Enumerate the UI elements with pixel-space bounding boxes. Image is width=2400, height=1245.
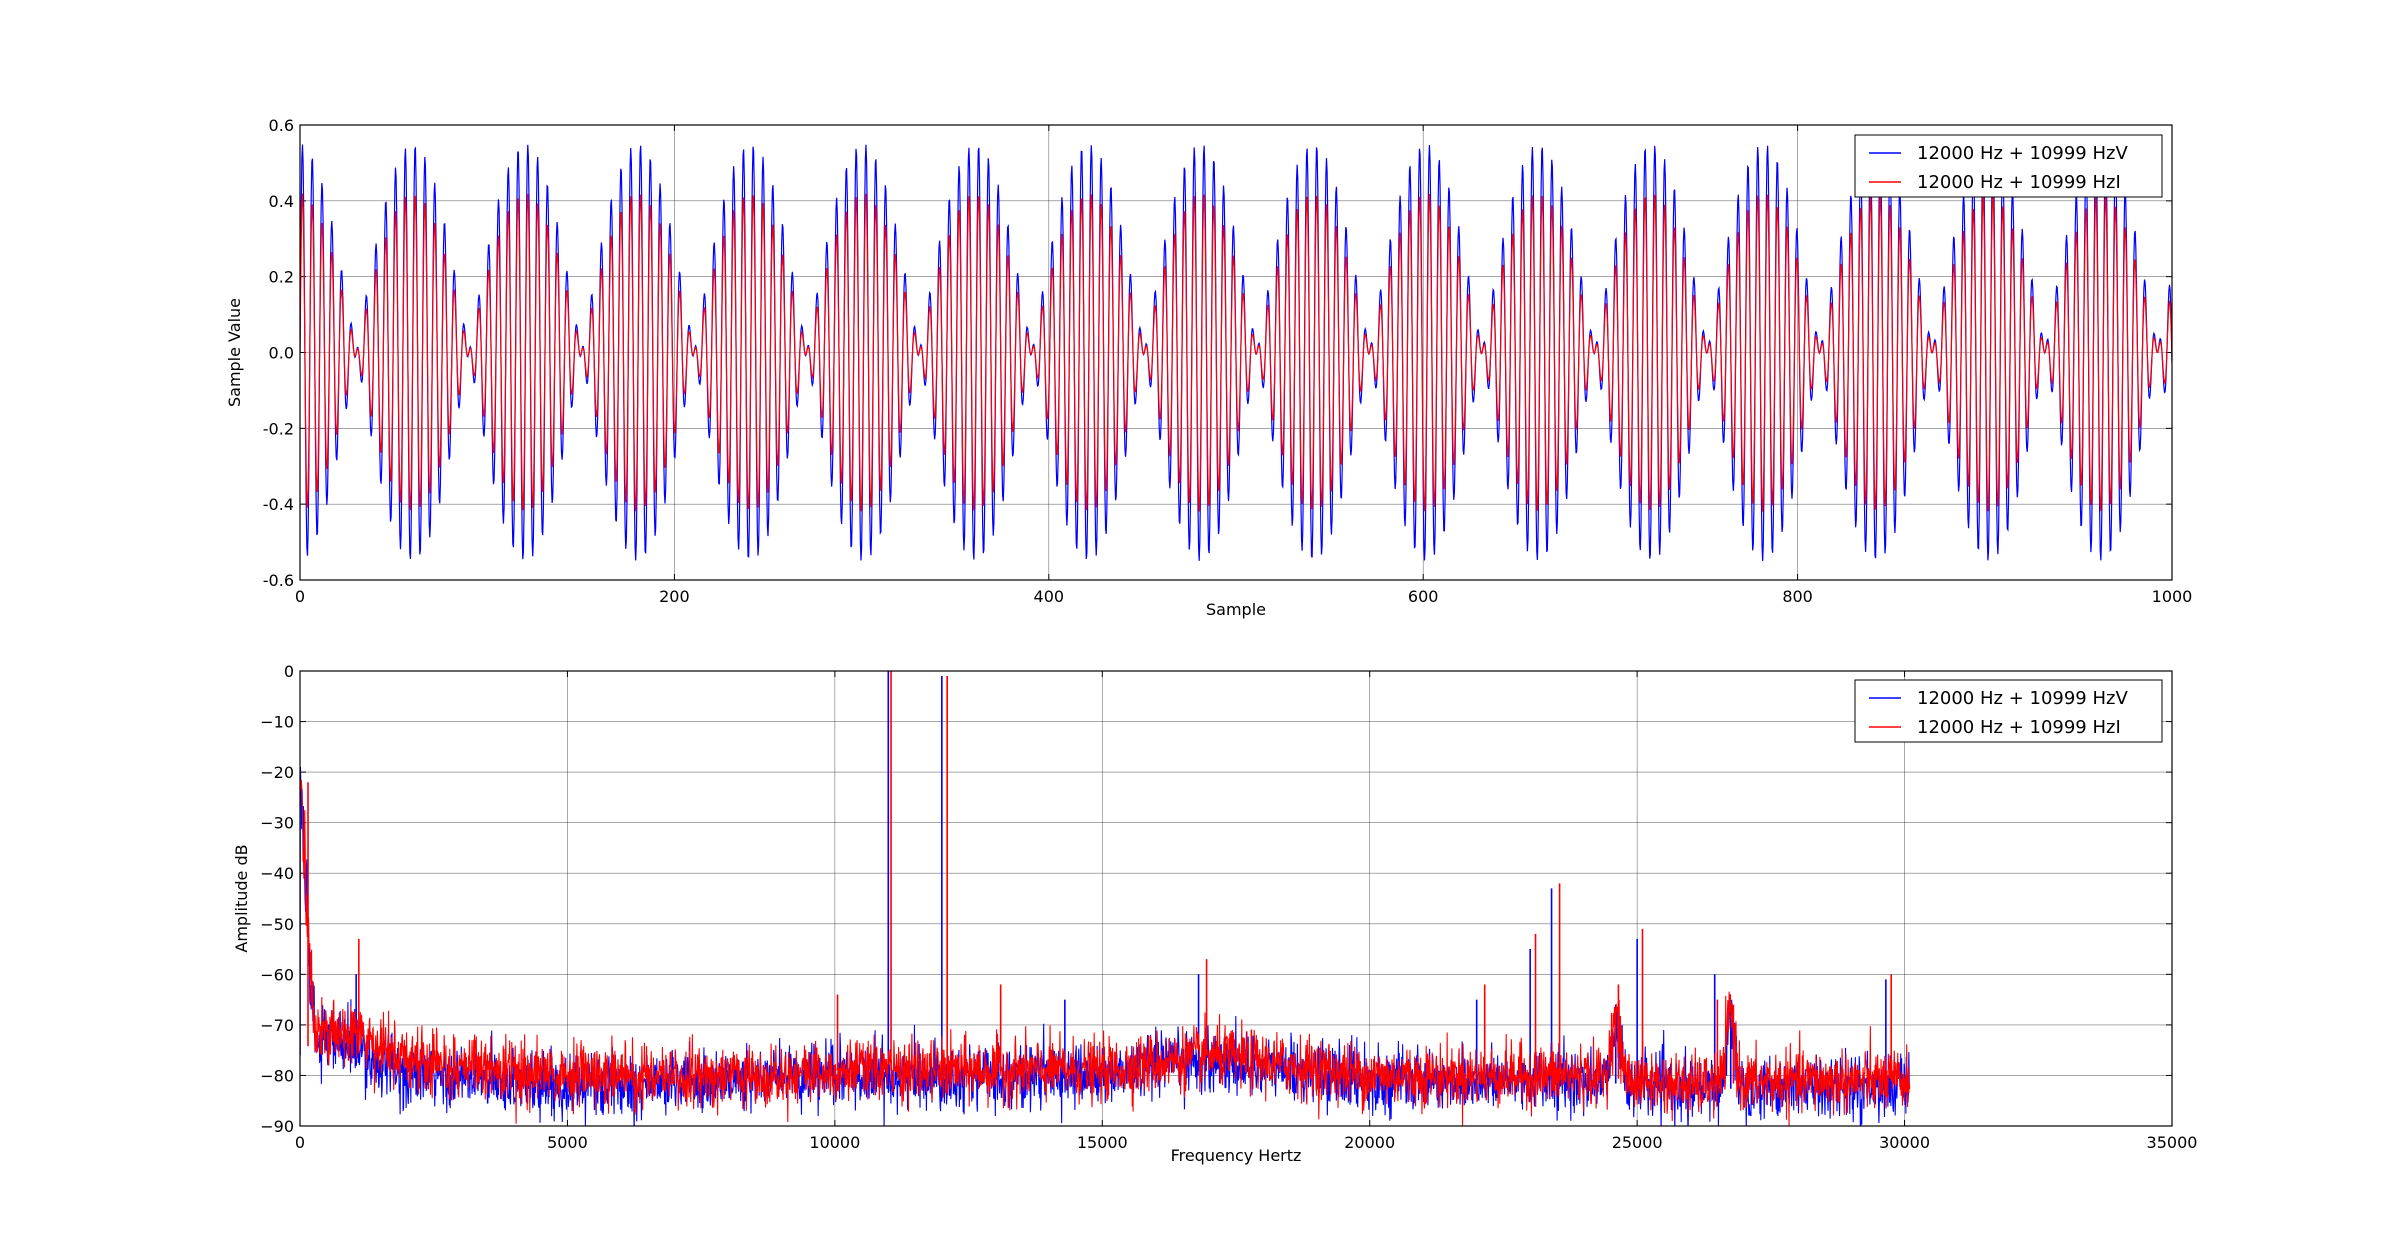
y-tick-label: 0.4 bbox=[269, 192, 294, 211]
legend-label: 12000 Hz + 10999 HzI bbox=[1917, 172, 2121, 193]
spectrum-chart: 0 5000 10000 15000 20000 25000 30000 35000 −90 −8… bbox=[232, 662, 2197, 1165]
y-tick-label: 0.6 bbox=[269, 116, 294, 135]
plot-frame bbox=[299, 670, 2173, 1127]
x-tick-label: 400 bbox=[1034, 587, 1065, 606]
x-tick-label: 35000 bbox=[2147, 1133, 2198, 1152]
x-tick-label: 20000 bbox=[1344, 1133, 1395, 1152]
y-tick-label: 0 bbox=[284, 662, 294, 681]
y-tick-label: −40 bbox=[260, 864, 294, 883]
legend: 12000 Hz + 10999 HzV 12000 Hz + 10999 HzI bbox=[1854, 134, 2163, 198]
y-tick-label: 0.0 bbox=[269, 344, 294, 363]
x-tick-label: 0 bbox=[295, 587, 305, 606]
y-tick-label: −70 bbox=[260, 1016, 294, 1035]
y-axis-label: Sample Value bbox=[225, 298, 244, 407]
x-tick-label: 30000 bbox=[1879, 1133, 1930, 1152]
y-tick-label: -0.4 bbox=[263, 495, 294, 514]
x-tick-label: 600 bbox=[1408, 587, 1439, 606]
x-axis-label: Frequency Hertz bbox=[1171, 1146, 1302, 1165]
y-tick-label: -0.6 bbox=[263, 571, 294, 590]
x-tick-label: 5000 bbox=[547, 1133, 588, 1152]
legend-label: 12000 Hz + 10999 HzV bbox=[1917, 688, 2128, 709]
y-tick-label: −50 bbox=[260, 915, 294, 934]
x-tick-label: 0 bbox=[295, 1133, 305, 1152]
y-axis-label: Amplitude dB bbox=[232, 844, 251, 952]
y-tick-label: 0.2 bbox=[269, 268, 294, 287]
y-tick-label: −60 bbox=[260, 965, 294, 984]
legend-box bbox=[1854, 679, 2163, 743]
x-tick-label: 25000 bbox=[1612, 1133, 1663, 1152]
y-tick-label: −30 bbox=[260, 814, 294, 833]
x-tick-label: 1000 bbox=[2152, 587, 2193, 606]
time-domain-chart: 0 200 400 600 800 1000 -0.6 -0.4 -0.2 0.0 0.2 0.4 0.… bbox=[225, 116, 2192, 619]
x-tick-label: 15000 bbox=[1077, 1133, 1128, 1152]
x-axis-label: Sample bbox=[1206, 600, 1266, 619]
series-line bbox=[300, 193, 2172, 512]
x-tick-label: 800 bbox=[1782, 587, 1813, 606]
spectrum-noise bbox=[300, 779, 1911, 1126]
legend: 12000 Hz + 10999 HzV 12000 Hz + 10999 HzI bbox=[1854, 679, 2163, 743]
y-tick-label: −80 bbox=[260, 1066, 294, 1085]
legend-box bbox=[1854, 134, 2163, 198]
legend-label: 12000 Hz + 10999 HzV bbox=[1917, 143, 2128, 164]
y-tick-label: -0.2 bbox=[263, 419, 294, 438]
legend-label: 12000 Hz + 10999 HzI bbox=[1917, 717, 2121, 738]
x-tick-label: 200 bbox=[659, 587, 690, 606]
plot-frame bbox=[299, 124, 2173, 581]
y-tick-label: −10 bbox=[260, 713, 294, 732]
x-tick-label: 10000 bbox=[809, 1133, 860, 1152]
y-tick-label: −20 bbox=[260, 763, 294, 782]
y-tick-label: −90 bbox=[260, 1117, 294, 1136]
